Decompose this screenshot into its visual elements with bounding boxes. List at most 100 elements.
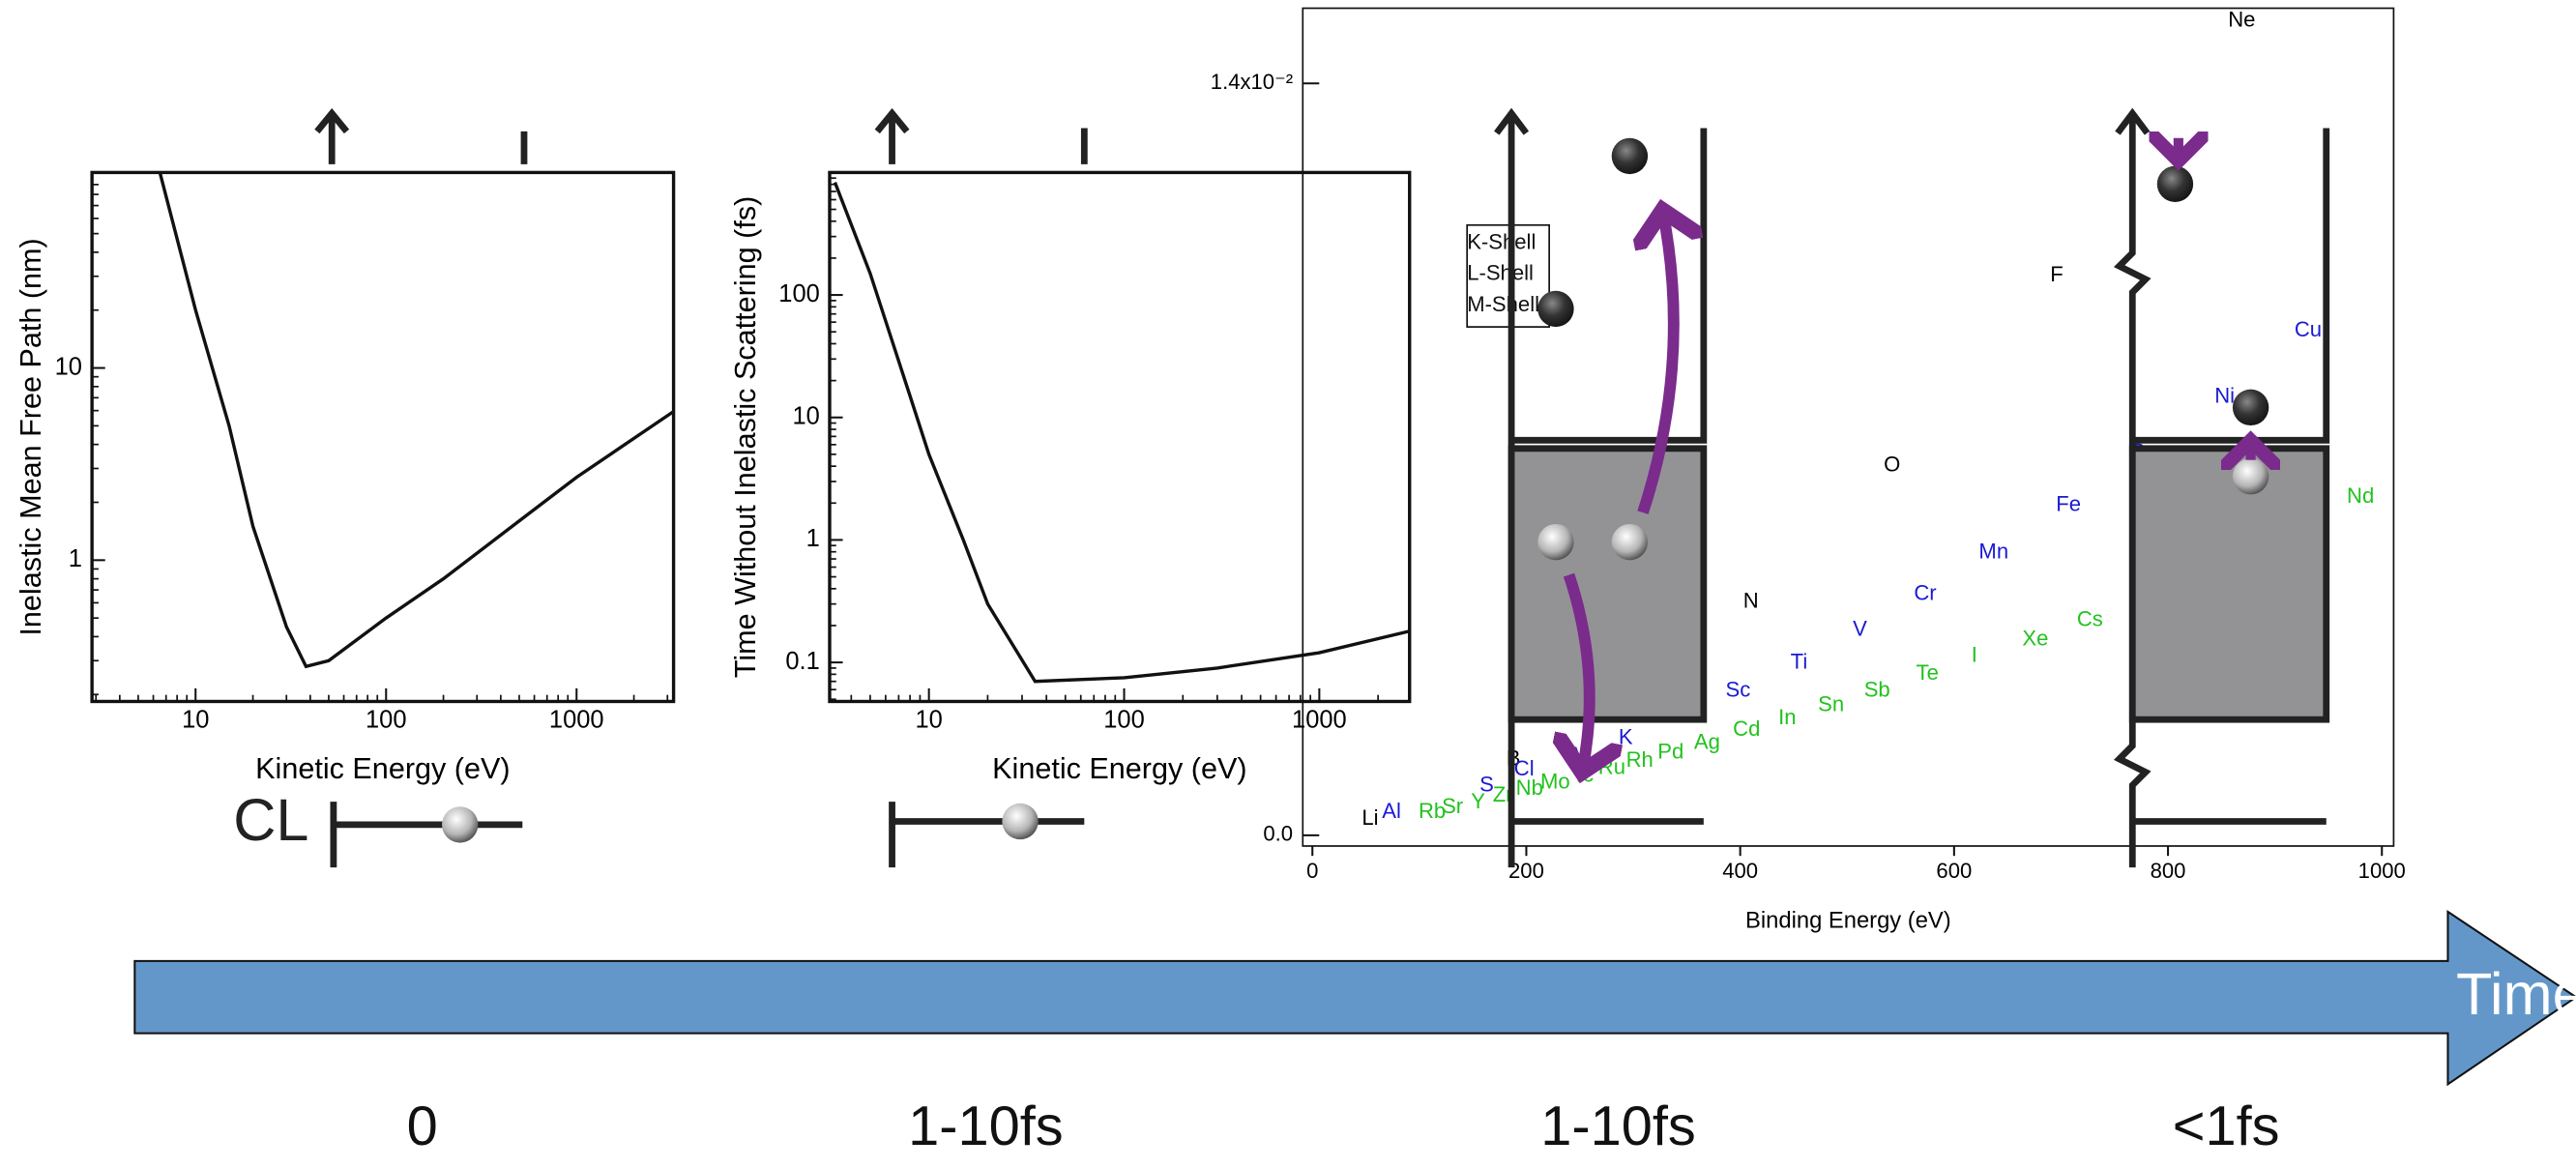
element-point: Nb	[1516, 775, 1543, 800]
element-point: Sc	[1726, 677, 1751, 701]
element-point: Cl	[1514, 756, 1535, 780]
diagram-label: CL	[233, 787, 308, 853]
curve	[158, 171, 674, 669]
timeline: Time 0 1-10fs 1-10fs <1fs	[133, 910, 2576, 1157]
stage-label: <1fs	[2173, 1096, 2280, 1157]
y-axis-label: Time Without Inelastic Scattering (fs)	[729, 196, 762, 678]
element-point: Cs	[2077, 607, 2103, 631]
element-point: Zr	[1493, 782, 1513, 806]
electron	[1537, 290, 1574, 328]
element-point: Nd	[2347, 483, 2374, 508]
element-point: S	[1479, 773, 1494, 797]
chart: 10 100 1000 0.1 1 10 100 Kinetic Energy (eV) Tim…	[729, 170, 1412, 785]
legend-box	[1466, 223, 1550, 328]
transition-arrow	[1643, 210, 1674, 514]
band	[1508, 445, 1708, 723]
electron	[2156, 165, 2194, 202]
y-tick-label: 0.1	[785, 648, 819, 675]
x-tick-label: 100	[1103, 707, 1145, 734]
electron	[1611, 137, 1649, 175]
electron	[1611, 523, 1649, 561]
element-point: Mn	[1978, 540, 2008, 564]
x-axis-label: Kinetic Energy (eV)	[992, 752, 1246, 785]
element-point: Sb	[1864, 677, 1890, 701]
x-tick-label: 1000	[549, 707, 604, 734]
level-icon	[330, 802, 523, 868]
level-icon	[889, 802, 1085, 868]
y-tick-label: 10	[792, 402, 819, 429]
legend-entry: L-Shell	[1467, 261, 1534, 285]
legend-entry: M-Shell	[1467, 292, 1539, 316]
band	[2128, 445, 2330, 723]
element-point: In	[1778, 705, 1796, 729]
energy-arrow	[314, 107, 350, 164]
legend: K-Shell L-Shell M-Shell	[1466, 223, 1550, 328]
y-tick-label: 100	[778, 280, 820, 307]
element-point: Ne	[2228, 8, 2255, 32]
legend-entry: K-Shell	[1467, 229, 1536, 253]
element-point: Pd	[1657, 740, 1683, 764]
element-point: Ti	[1791, 649, 1808, 673]
element-point: Rb	[1419, 799, 1446, 823]
x-tick-label: 800	[2151, 859, 2186, 883]
plot-frame	[1302, 7, 2395, 847]
x-axis-label: Kinetic Energy (eV)	[255, 752, 510, 785]
x-tick-label: 400	[1722, 859, 1758, 883]
curve	[833, 182, 1411, 684]
element-point: Ni	[2214, 383, 2235, 407]
x-tick-label: 10	[915, 707, 942, 734]
electron	[1002, 803, 1039, 840]
x-tick-label: 600	[1936, 859, 1972, 883]
plot-frame	[90, 170, 676, 704]
y-tick-label: 1	[69, 545, 82, 572]
x-tick-label: 10	[182, 707, 209, 734]
element-point: K	[1619, 725, 1633, 749]
element-point: O	[1884, 453, 1900, 477]
x-axis-label: Binding Energy (eV)	[1745, 907, 1951, 933]
stage-label: 0	[407, 1096, 438, 1157]
element-point: Xe	[2022, 627, 2048, 651]
element-point: Te	[1917, 660, 1939, 685]
electron	[2232, 458, 2269, 495]
energy-arrow	[874, 107, 910, 164]
element-point: Rh	[1626, 747, 1654, 772]
electron	[1537, 523, 1574, 561]
element-point: I	[1972, 643, 1977, 667]
y-tick-label: 0.0	[1263, 822, 1293, 846]
x-tick-label: 1000	[2358, 859, 2406, 883]
electron	[442, 806, 479, 843]
y-tick-label: 1	[806, 525, 820, 552]
element-point: Y	[1471, 789, 1485, 813]
element-point: Cr	[1914, 580, 1936, 604]
element-point: Ru	[1598, 754, 1625, 778]
element-point: Sn	[1818, 691, 1844, 716]
element-point: V	[1853, 617, 1867, 641]
y-tick-label: 10	[55, 353, 82, 380]
x-tick-label: 0	[1306, 859, 1318, 883]
element-point: Ag	[1694, 730, 1720, 754]
time-arrow	[133, 910, 2576, 1087]
element-point: Li	[1361, 805, 1378, 830]
element-point: Cd	[1733, 716, 1760, 741]
well-wall	[2132, 128, 2330, 444]
element-point: Fe	[2056, 492, 2081, 516]
stage-label: 1-10fs	[1540, 1096, 1696, 1157]
plot-frame	[828, 170, 1412, 704]
element-point: Mo	[1540, 769, 1570, 793]
y-tick-label: 1.4x10⁻²	[1211, 70, 1293, 94]
element-point: Cu	[2295, 317, 2322, 341]
y-axis-label: Inelastic Mean Free Path (nm)	[15, 238, 47, 635]
element-point: Al	[1382, 799, 1401, 823]
element-point: Sr	[1442, 794, 1463, 818]
energy-diagrams: CL	[233, 107, 2330, 868]
x-tick-label: 100	[366, 707, 407, 734]
element-point: N	[1743, 589, 1759, 613]
well-wall	[1511, 128, 1708, 444]
transition-arrow	[1569, 572, 1590, 773]
element-point: F	[2050, 262, 2064, 286]
electron	[2232, 389, 2269, 426]
stage-label: 1-10fs	[908, 1096, 1064, 1157]
x-tick-label: 1000	[1292, 707, 1347, 734]
